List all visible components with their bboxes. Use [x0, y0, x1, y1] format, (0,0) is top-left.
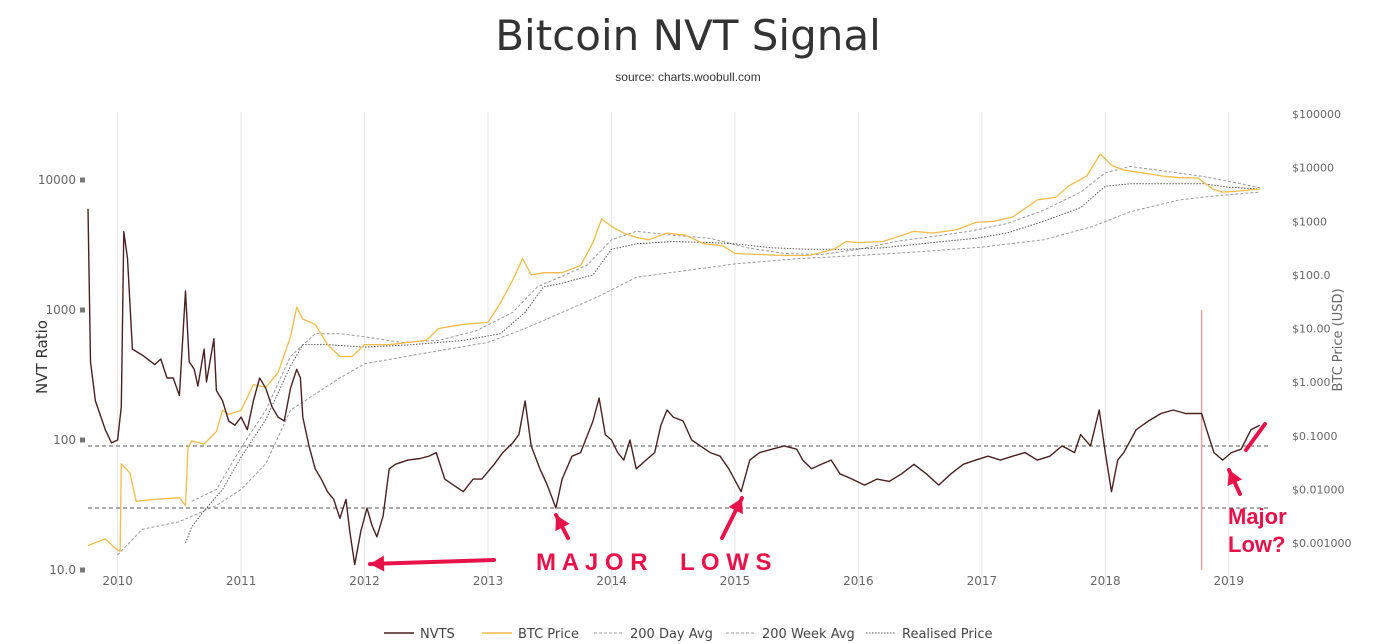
x-tick-label: 2011 — [226, 574, 257, 588]
x-tick-label: 2013 — [473, 574, 504, 588]
y-axis-ticks: 10.0 100 1000 10000 — [38, 173, 85, 577]
annotation-lows: L O W S — [680, 549, 772, 576]
legend-label: 200 Day Avg — [630, 627, 713, 642]
series-200-day-avg — [191, 166, 1260, 502]
x-tick-label: 2015 — [720, 574, 751, 588]
annotation-major: M A J O R — [536, 549, 648, 576]
y2-tick-label: $100000 — [1292, 108, 1341, 121]
y-tick-label: 100 — [53, 433, 76, 447]
y-tick-mark — [80, 177, 85, 183]
y-tick-label: 1000 — [45, 303, 76, 317]
y-axis-title: NVT Ratio — [33, 320, 51, 394]
x-tick-label: 2017 — [967, 574, 998, 588]
arrow-2012-low-head — [370, 555, 385, 572]
nvt-bands — [88, 445, 1268, 509]
legend-label: 200 Week Avg — [762, 627, 855, 642]
y2-axis-ticks: $0.001000 $0.01000 $0.1000 $1.000 $10.00 $100… — [1292, 108, 1352, 550]
series-200-week-avg — [117, 191, 1260, 556]
y2-tick-label: $0.1000 — [1292, 430, 1338, 443]
arrow-2012-low — [368, 558, 496, 566]
series-nvts — [87, 208, 1261, 566]
y2-tick-label: $0.001000 — [1292, 537, 1352, 550]
y2-tick-label: $1.000 — [1292, 376, 1331, 389]
arrow-2019-low-head — [1227, 470, 1243, 487]
annotation-major-q: Major — [1228, 504, 1287, 529]
arrow-2015-low-head — [728, 498, 743, 515]
y2-axis-title: BTC Price (USD) — [1331, 288, 1346, 391]
x-tick-label: 2014 — [596, 574, 627, 588]
y2-tick-label: $10.00 — [1292, 323, 1331, 336]
y2-tick-label: $0.01000 — [1292, 483, 1345, 496]
y-tick-mark — [80, 437, 85, 443]
series-lines — [87, 153, 1261, 566]
x-grid — [117, 112, 1230, 588]
legend: NVTS BTC Price 200 Day Avg 200 Week Avg Real… — [384, 627, 993, 642]
legend-label: NVTS — [420, 627, 455, 642]
y2-tick-label: $100.0 — [1292, 269, 1331, 282]
x-tick-label: 2010 — [102, 574, 133, 588]
arrow-2013-low-head — [555, 515, 570, 532]
x-tick-label: 2016 — [843, 574, 874, 588]
series-btc-price — [87, 153, 1260, 552]
x-tick-label: 2018 — [1090, 574, 1121, 588]
y2-tick-label: $10000 — [1292, 162, 1334, 175]
y-tick-mark — [80, 567, 85, 573]
series-realised-price — [185, 183, 1260, 544]
annotation-low-q: Low? — [1228, 532, 1285, 557]
annotation-arrows — [368, 422, 1267, 572]
legend-label: Realised Price — [902, 627, 993, 642]
y-tick-label: 10000 — [38, 173, 76, 187]
chart-title: Bitcoin NVT Signal — [495, 11, 881, 60]
chart-subtitle: source: charts.woobull.com — [615, 70, 760, 84]
x-axis-ticks: 2010 2011 2012 2013 2014 2015 2016 2017 2018 2019 — [102, 574, 1244, 588]
legend-label: BTC Price — [518, 627, 579, 642]
y-tick-mark — [80, 307, 85, 313]
y-tick-label: 10.0 — [49, 563, 76, 577]
x-tick-label: 2012 — [349, 574, 380, 588]
x-tick-label: 2019 — [1214, 574, 1245, 588]
slash-2019 — [1244, 422, 1267, 452]
y2-tick-label: $1000 — [1292, 215, 1327, 228]
